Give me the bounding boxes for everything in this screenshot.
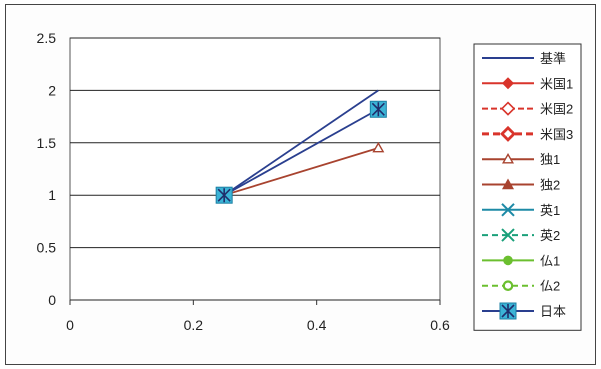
y-tick-label: 1 — [48, 187, 56, 203]
legend-marker — [502, 77, 514, 90]
legend-item: 日本 — [482, 302, 566, 320]
legend-label: 独2 — [540, 178, 560, 193]
legend-marker — [500, 125, 516, 142]
y-tick-label: 0.5 — [37, 240, 57, 256]
legend-label: 日本 — [540, 304, 566, 319]
legend-item: 独1 — [482, 152, 560, 167]
legend-label: 米国3 — [540, 127, 573, 142]
legend-item: 仏2 — [482, 279, 560, 294]
gridlines — [70, 37, 440, 301]
series-基準 — [223, 89, 379, 196]
y-tick-label: 2.5 — [37, 30, 57, 46]
series-line — [223, 89, 379, 196]
x-tick-label: 0 — [66, 317, 74, 333]
plot-area-background — [69, 37, 441, 301]
data-point — [215, 186, 233, 204]
plot-area: 0 0.5 1 1.5 2 2.5 0 0.2 0.4 0.6 — [37, 30, 450, 333]
x-tick-label: 0.4 — [307, 317, 327, 333]
legend-marker — [501, 228, 515, 242]
x-tick-label: 0.6 — [430, 317, 450, 333]
data-point — [372, 141, 385, 153]
legend-label: 英2 — [540, 228, 560, 243]
series-layer — [215, 89, 387, 204]
y-axis-ticks: 0 0.5 1 1.5 2 2.5 — [37, 30, 57, 308]
legend-item: 基準 — [482, 51, 566, 66]
legend-label: 英1 — [540, 203, 560, 218]
legend-item: 英2 — [482, 228, 560, 243]
x-tick-label: 0.2 — [184, 317, 204, 333]
legend-marker — [500, 101, 516, 116]
y-tick-label: 0 — [48, 292, 56, 308]
legend-label: 米国2 — [540, 102, 573, 117]
legend-item: 英1 — [482, 203, 560, 218]
legend-marker — [502, 280, 514, 291]
legend-item: 米国2 — [482, 101, 573, 117]
series-line — [223, 108, 379, 196]
series-line — [223, 147, 379, 197]
legend-label: 基準 — [540, 51, 566, 66]
legend-marker — [503, 255, 513, 266]
legend-marker — [502, 178, 514, 190]
legend-label: 仏2 — [540, 279, 560, 294]
y-tick-label: 2 — [48, 82, 56, 98]
legend-label: 米国1 — [540, 76, 573, 91]
x-axis-ticks: 0 0.2 0.4 0.6 — [66, 300, 450, 333]
legend-box — [473, 43, 582, 331]
legend-label: 独1 — [540, 152, 560, 167]
legend-item: 仏1 — [482, 253, 560, 268]
legend-item: 米国1 — [482, 76, 573, 91]
legend-marker — [501, 203, 515, 217]
legend-item: 米国3 — [482, 125, 573, 142]
legend-item: 独2 — [482, 178, 560, 193]
series-日本 — [215, 100, 387, 204]
legend-label: 仏1 — [540, 253, 560, 268]
y-tick-label: 1.5 — [37, 135, 57, 151]
legend-marker — [499, 302, 517, 320]
legend-marker — [501, 152, 515, 164]
data-point — [369, 100, 387, 118]
